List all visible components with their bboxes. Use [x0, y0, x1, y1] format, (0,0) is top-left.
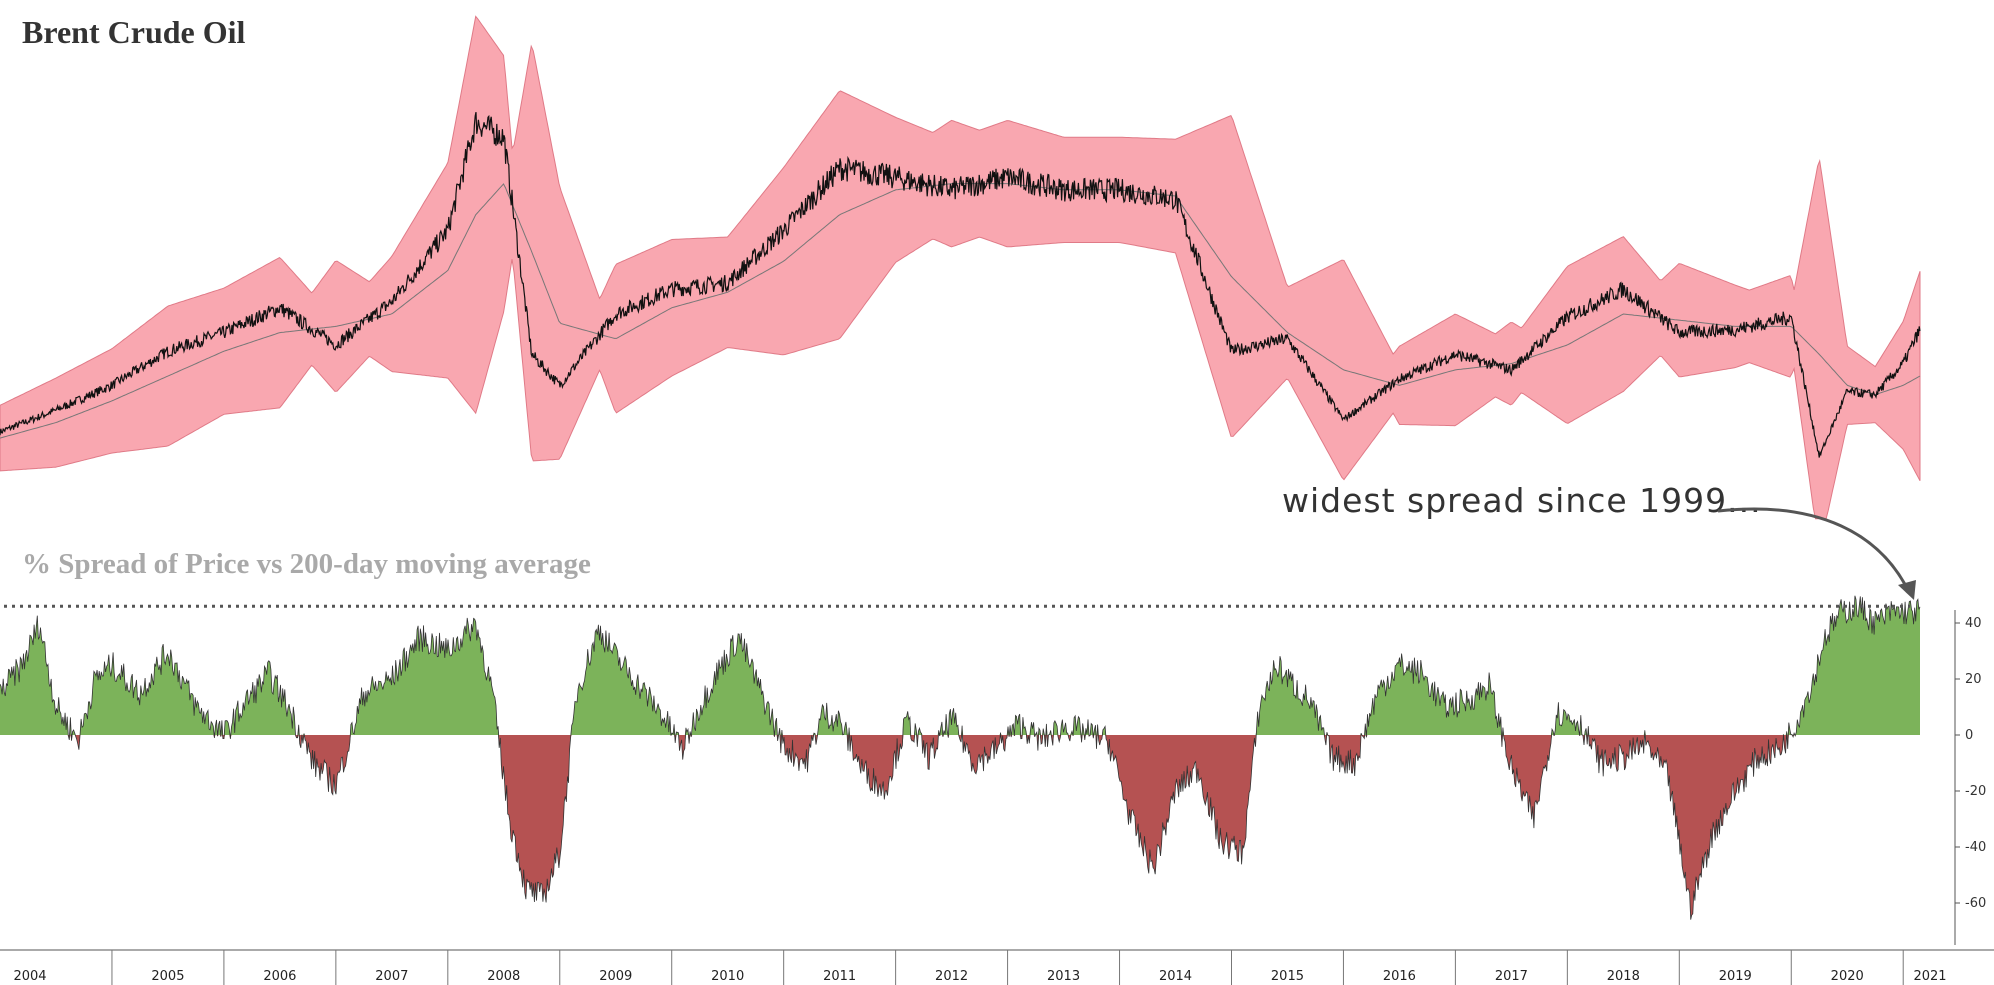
spread-negative-area — [0, 735, 1920, 920]
y-tick-label: -40 — [1965, 840, 1986, 855]
y-tick-label: -20 — [1965, 784, 1986, 799]
y-tick-label: 40 — [1965, 616, 1982, 631]
x-tick-label: 2005 — [151, 969, 184, 984]
annotation-arrow — [1717, 507, 1910, 591]
bollinger-band — [0, 15, 1921, 520]
x-tick-label: 2013 — [1047, 969, 1080, 984]
x-tick-label: 2014 — [1159, 969, 1192, 984]
x-tick-label: 2015 — [1271, 969, 1304, 984]
x-tick-label: 2018 — [1607, 969, 1640, 984]
x-tick-label: 2010 — [711, 969, 744, 984]
spread-subtitle: % Spread of Price vs 200-day moving aver… — [22, 548, 591, 580]
x-tick-label: 2004 — [13, 969, 46, 984]
chart-title: Brent Crude Oil — [22, 14, 246, 50]
x-tick-label: 2011 — [823, 969, 856, 984]
x-tick-label: 2008 — [487, 969, 520, 984]
y-tick-label: -60 — [1965, 896, 1986, 911]
x-tick-label: 2021 — [1913, 969, 1946, 984]
x-tick-label: 2006 — [263, 969, 296, 984]
y-tick-label: 0 — [1965, 728, 1973, 743]
lower-panel — [0, 595, 1921, 920]
x-tick-label: 2009 — [599, 969, 632, 984]
x-tick-label: 2020 — [1831, 969, 1864, 984]
x-tick-label: 2012 — [935, 969, 968, 984]
x-tick-label: 2007 — [375, 969, 408, 984]
x-tick-label: 2016 — [1383, 969, 1416, 984]
x-tick-label: 2019 — [1719, 969, 1752, 984]
annotation-text: widest spread since 1999... — [1282, 481, 1762, 520]
arrowhead-icon — [1898, 580, 1916, 600]
x-tick-label: 2017 — [1495, 969, 1528, 984]
price-line — [0, 111, 1921, 458]
y-tick-label: 20 — [1965, 672, 1982, 687]
spread-outline — [0, 595, 1921, 920]
axes: -60 -40 -20 0 20 40 2004 2005 2006 2007 2008 2009 20… — [0, 610, 1994, 985]
annotations — [4, 507, 1916, 608]
spread-positive-area — [0, 595, 1920, 735]
upper-panel — [0, 15, 1921, 520]
